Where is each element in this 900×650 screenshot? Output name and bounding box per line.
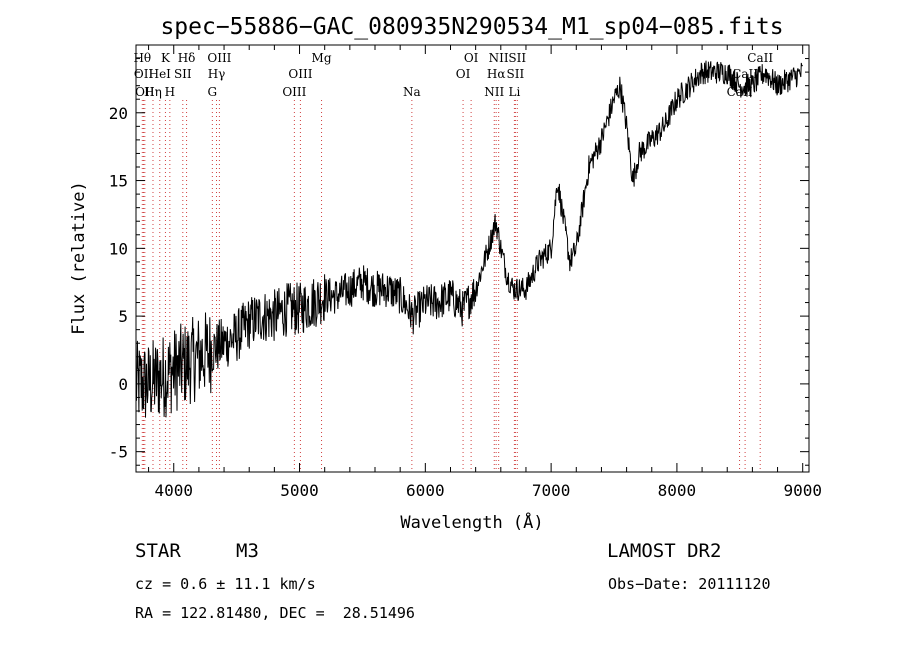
y-axis: -5 0 5 10 15 20: [109, 58, 809, 466]
y-tick-label: 5: [118, 307, 128, 326]
object-subclass: M3: [236, 540, 259, 562]
y-tick-label: 15: [109, 172, 128, 191]
spectral-line-label: OII: [135, 85, 155, 99]
spectral-line-label: CaII: [747, 51, 773, 65]
spectral-line-label: NII: [484, 85, 504, 99]
spectral-line-label: Hγ: [208, 67, 226, 81]
spectral-line-label: K: [161, 51, 171, 65]
spectral-line-label: Na: [403, 85, 421, 99]
spectral-line-label: Hδ: [178, 51, 196, 65]
x-tick-label: 6000: [406, 481, 445, 500]
plot-frame: [135, 44, 810, 473]
spectral-line-label: SII: [508, 51, 526, 65]
spectral-line-label: Hη: [144, 85, 162, 99]
spectral-line-label: OIII: [207, 51, 231, 65]
x-axis-label: Wavelength (Å): [400, 511, 543, 533]
object-class: STAR: [135, 540, 181, 562]
chart-title: spec−55886−GAC_080935N290534_M1_sp04−085…: [160, 14, 783, 40]
x-tick-label: 4000: [154, 481, 193, 500]
y-axis-label: Flux (relative): [69, 181, 89, 335]
spectral-line-label: OI: [464, 51, 479, 65]
spectral-line-label: SII: [507, 67, 525, 81]
redshift-velocity: cz = 0.6 ± 11.1 km/s: [135, 575, 316, 593]
spectral-line-label: NII: [489, 51, 509, 65]
spectral-line-label: HeI: [149, 67, 172, 81]
x-tick-label: 5000: [280, 481, 319, 500]
spectrum-series-line: [135, 60, 804, 418]
spectral-line-label: Mg: [312, 51, 332, 65]
y-tick-label: 0: [118, 375, 128, 394]
spectral-line-label: OII: [134, 67, 154, 81]
x-tick-label: 7000: [532, 481, 571, 500]
spectral-line-label: G: [208, 85, 218, 99]
y-tick-label: 20: [109, 104, 128, 123]
observation-date: Obs−Date: 20111120: [608, 575, 771, 593]
spectral-line-label: SII: [174, 67, 192, 81]
survey-name: LAMOST DR2: [607, 540, 722, 562]
x-tick-label: 9000: [783, 481, 822, 500]
spectral-line-label: H: [165, 85, 175, 99]
line-markers: HθOIIOIIHηHeIKHSIIHδGHγOIIIOIIIOIIIMgNaO…: [133, 51, 773, 472]
sky-coordinates: RA = 122.81480, DEC = 28.51496: [135, 604, 415, 622]
y-tick-label: 10: [109, 239, 128, 258]
spectral-line-label: OIII: [288, 67, 312, 81]
spectral-line-label: OI: [456, 67, 471, 81]
x-axis: 4000 5000 6000 7000 8000 9000: [148, 45, 822, 500]
spectral-line-label: OIII: [282, 85, 306, 99]
spectral-line-label: Li: [508, 85, 520, 99]
x-tick-label: 8000: [658, 481, 697, 500]
spectral-line-label: CaII: [732, 67, 758, 81]
y-tick-label: -5: [109, 443, 128, 462]
spectral-line-label: Hθ: [133, 51, 151, 65]
spectral-line-label: Hα: [487, 67, 506, 81]
